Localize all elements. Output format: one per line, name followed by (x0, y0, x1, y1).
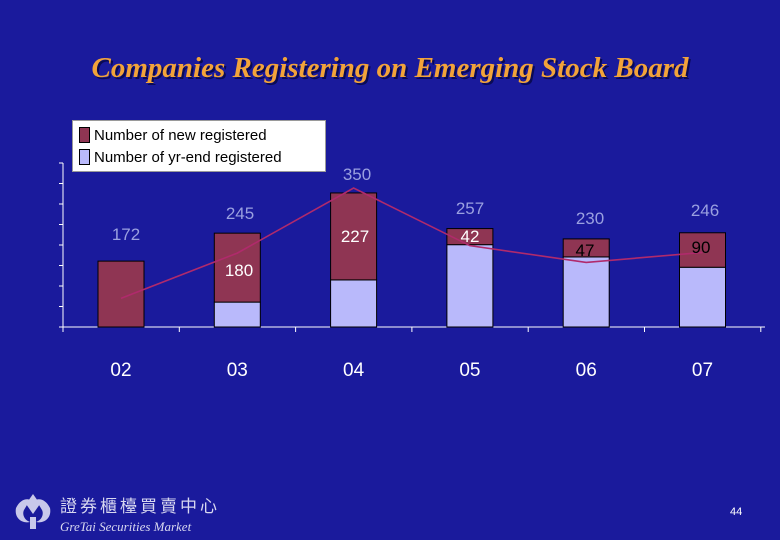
data-label-yr-end: 350 (343, 165, 371, 184)
bar-new-02 (97, 260, 145, 328)
data-label-yr-end: 246 (691, 201, 719, 220)
logo-text: 證券櫃檯買賣中心 GreTai Securities Market (60, 492, 220, 535)
chart-axes (59, 162, 765, 332)
data-label-new: 42 (461, 227, 480, 246)
chart-labels: 02 03 04 05 06 07 180 227 42 47 90 172 245 350 257 230 2… (110, 165, 719, 381)
legend-label-yr-end: Number of yr-end registered (94, 148, 282, 166)
yr-end-series-line (120, 187, 703, 300)
slide-title: Companies Registering on Emerging Stock … (91, 52, 689, 84)
data-label-new: 90 (692, 238, 711, 257)
bar-yr-end-05 (446, 244, 494, 328)
chart-bars (97, 192, 726, 328)
data-label-new: 180 (225, 261, 253, 280)
bar-yr-end-07 (679, 266, 726, 328)
data-label-yr-end: 257 (456, 199, 484, 218)
x-tick-label: 04 (343, 360, 365, 381)
bar-yr-end-04 (330, 279, 378, 328)
bar-yr-end-06 (562, 256, 610, 328)
legend-label-new: Number of new registered (94, 126, 267, 144)
legend-swatch-new (79, 127, 90, 143)
bar-new-04 (330, 192, 378, 281)
x-tick-label: 07 (692, 360, 713, 381)
legend-swatch-yr-end (79, 149, 90, 165)
bar-new-06 (562, 238, 610, 258)
chart-legend: Number of new registered Number of yr-en… (72, 120, 326, 172)
x-tick-label: 02 (110, 360, 131, 381)
page-number: 44 (730, 506, 743, 518)
x-tick-label: 06 (576, 360, 597, 381)
data-label-yr-end: 172 (112, 225, 140, 244)
chart-line (120, 187, 703, 300)
legend-item-new: Number of new registered (79, 124, 325, 146)
logo-chinese-text: 證券櫃檯買賣中心 (60, 497, 220, 516)
data-label-yr-end: 230 (576, 209, 604, 228)
legend-item-yr-end: Number of yr-end registered (79, 146, 325, 168)
data-label-new: 227 (341, 227, 369, 246)
bar-new-07 (679, 232, 726, 268)
x-tick-label: 03 (227, 360, 248, 381)
data-label-yr-end: 245 (226, 204, 254, 223)
gretai-logo-icon (15, 494, 51, 529)
x-tick-label: 05 (459, 360, 480, 381)
data-label-new: 47 (576, 241, 595, 260)
bar-yr-end-03 (213, 301, 261, 328)
logo-english-text: GreTai Securities Market (60, 519, 192, 534)
